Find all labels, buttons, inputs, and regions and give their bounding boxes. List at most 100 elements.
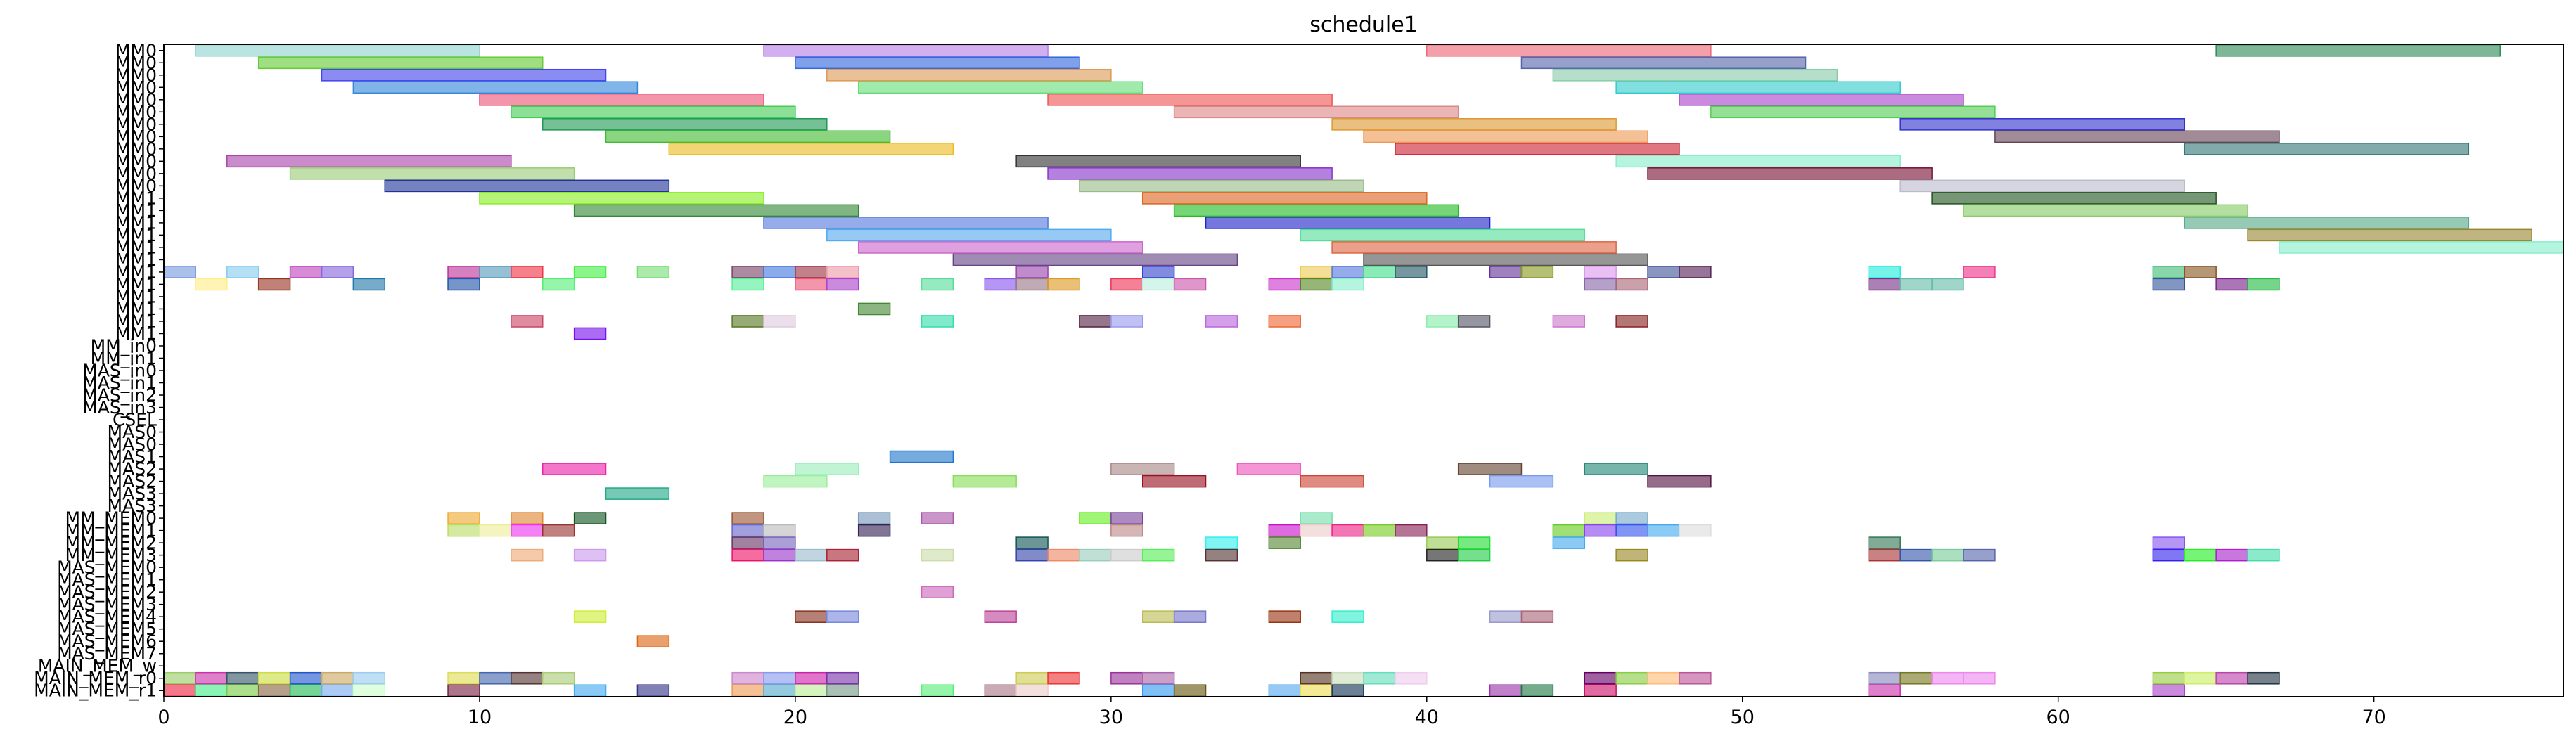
task-bar [1110,548,1143,562]
task-bar [1994,130,2280,143]
task-bar [1899,179,2186,193]
task-bar [511,315,544,328]
task-bar [1268,524,1301,537]
task-bar [542,463,607,475]
task-bar [2152,671,2186,685]
task-bar [1300,671,1333,685]
task-bar [795,671,828,685]
task-bar [921,512,954,524]
task-bar [573,512,607,524]
task-bar [1647,266,1680,278]
task-bar [1268,610,1301,623]
row-label: MAS3 [108,496,157,516]
task-bar [511,105,796,119]
row-label: MAS_in3 [82,397,157,418]
x-tick-label: 70 [2362,707,2385,728]
task-bar [289,671,323,685]
task-bar [1205,536,1238,549]
task-bar [1173,684,1207,697]
task-bar [2152,548,2186,562]
task-bar [1868,266,1901,278]
task-bar [1015,155,1301,168]
task-bar [1300,266,1333,278]
task-bar [2152,266,2186,278]
task-bar [731,315,764,328]
task-bar [1615,548,1648,562]
row-label: MM1 [115,225,157,245]
task-bar [447,671,480,685]
row-label: MM1 [115,237,157,257]
task-bar [1141,671,1175,685]
task-bar [795,610,828,623]
task-bar [921,684,954,697]
task-bar [447,266,480,278]
task-bar [1079,315,1112,328]
task-bar [1363,266,1396,278]
task-bar [1331,684,1364,697]
task-bar [1963,548,1996,562]
task-bar [795,463,859,475]
task-bar [636,684,670,697]
task-bar [952,253,1238,266]
row-label: MM_in0 [91,335,157,356]
task-bar [1015,671,1049,685]
task-bar [289,684,323,697]
task-bar [1047,548,1080,562]
task-bar [1047,278,1080,291]
x-axis: 0 10 20 30 40 50 60 70 [158,697,2386,728]
task-bar [763,266,796,278]
x-tick-label: 30 [1099,707,1123,728]
row-label: MAS2 [108,459,157,479]
row-label: MAS_MEM0 [57,558,157,578]
task-bar [1489,610,1523,623]
task-bar [1047,671,1080,685]
task-bar [1300,524,1333,537]
task-bar [1141,278,1175,291]
row-label: MM0 [115,40,157,60]
task-bar [163,671,196,685]
task-bar [1426,315,1459,328]
task-bar [2279,241,2564,254]
task-bar [479,93,764,106]
task-bar [1300,278,1333,291]
task-bar [1047,167,1333,180]
task-bar [352,81,639,94]
row-label: MM1 [115,286,157,307]
task-bar [1615,671,1648,685]
task-bar [163,684,196,697]
task-bar [1679,266,1712,278]
task-bar [352,684,386,697]
task-bar [447,684,480,697]
task-bar [1647,167,1933,180]
row-label: MM0 [115,114,157,134]
row-label: MM0 [115,138,157,159]
row-label: MM0 [115,163,157,183]
task-bar [1395,671,1428,685]
task-bar [1331,118,1617,131]
row-label: MAS_MEM6 [57,631,157,652]
task-bar [1110,315,1143,328]
task-bar [1079,179,1364,193]
task-bar [1363,671,1396,685]
task-bar [257,684,291,697]
task-bar [1395,143,1680,155]
task-bar [2215,44,2501,57]
task-bar [731,548,764,562]
task-bar [1141,684,1175,697]
row-label: MM_MEM2 [65,533,157,553]
task-bar [1584,463,1648,475]
task-bar [2215,671,2248,685]
task-bar [321,266,354,278]
task-bar [889,450,954,463]
task-bar [1615,278,1648,291]
task-bar [1268,536,1301,549]
task-bar [826,228,1112,242]
task-bar [731,266,764,278]
task-bar [1963,204,2248,217]
task-bar [573,327,607,340]
task-bar [1236,463,1301,475]
row-label: MAS0 [108,422,157,442]
task-bar [1868,684,1901,697]
row-label: MM0 [115,151,157,172]
task-bar [511,266,544,278]
